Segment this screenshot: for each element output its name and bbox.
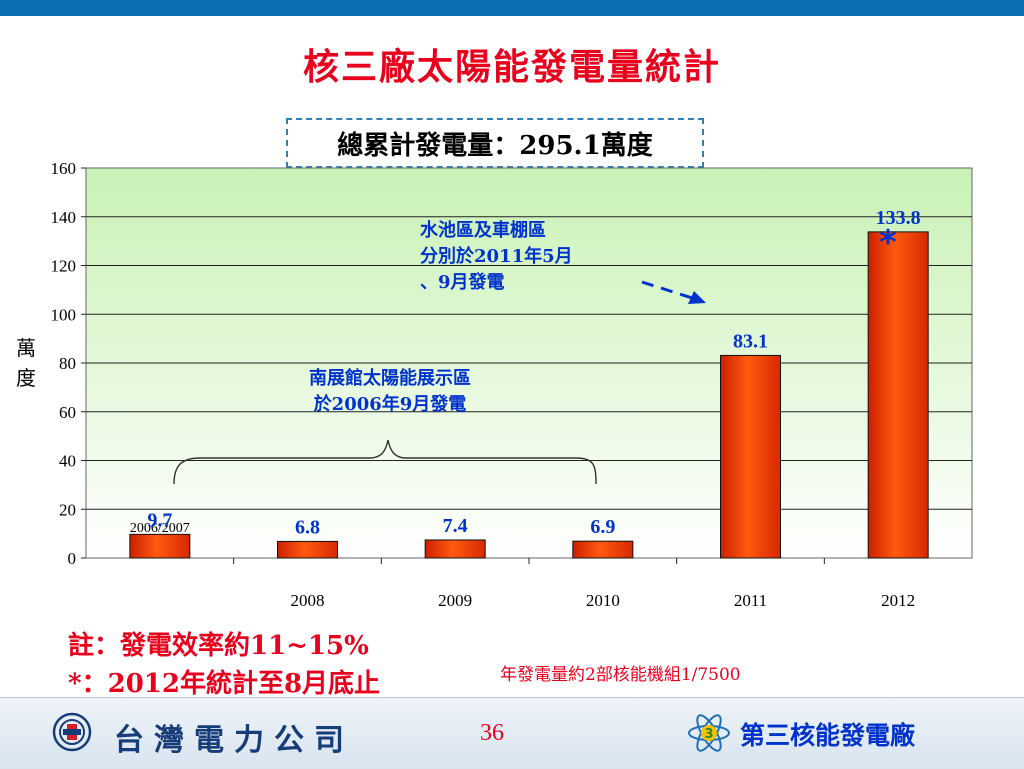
y-tick-label: 60	[59, 403, 76, 422]
bar-value-label: 9.7	[147, 509, 172, 531]
y-tick-label: 20	[59, 500, 76, 519]
y-tick-label: 100	[51, 305, 77, 324]
ratio-note: 年發電量約2部核能機組1/7500	[500, 665, 741, 685]
x-tick-label: 2006/2007	[130, 521, 190, 536]
bar	[277, 540, 338, 559]
y-tick-label: 80	[59, 354, 76, 373]
annotation-arrow-head	[688, 291, 706, 304]
x-tick-label: 2008	[291, 591, 325, 610]
annotation-pools-line: 、9月發電	[420, 272, 505, 293]
top-accent-bar	[0, 0, 1024, 16]
bar	[572, 540, 634, 559]
bar-value-labels: 9.7 6.8 7.4 6.9 83.1 133.8	[147, 207, 920, 539]
page-number: 36	[480, 720, 504, 746]
annotation-pools-line: 分別於2011年5月	[420, 246, 573, 267]
annotation-pools: 水池區及車棚區 分別於2011年5月 、9月發電	[420, 218, 650, 296]
bar-value-label: 6.8	[295, 516, 320, 538]
footer-bar	[0, 697, 1024, 769]
gridlines	[86, 216, 972, 510]
y-tick-label: 140	[51, 208, 77, 227]
slide-title: 核三廠太陽能發電量統計	[302, 46, 721, 88]
total-generation-box: 總累計發電量：295.1萬度	[286, 118, 704, 168]
bar-value-label: 7.4	[443, 515, 468, 537]
note-2012: *：2012年統計至8月底止	[68, 669, 381, 699]
y-axis-label: 萬度	[16, 336, 36, 390]
annotation-pools-line: 水池區及車棚區	[420, 220, 546, 241]
y-axis-ticks: 0 20 40 60 80 100 120 140 160	[51, 159, 86, 568]
y-tick-label: 120	[51, 257, 77, 276]
note-efficiency: 註：發電效率約11~15%	[68, 631, 369, 661]
asterisk-mark: *	[879, 223, 897, 263]
annotation-brace	[173, 439, 597, 485]
y-tick-label: 0	[68, 549, 77, 568]
y-axis-label-char: 萬	[16, 336, 36, 360]
annotation-arrow-line	[641, 280, 693, 300]
bar-value-label: 83.1	[733, 330, 768, 352]
annotation-hall-line: 南展館太陽能展示區	[309, 368, 471, 389]
plant-icon-number: 3	[704, 727, 713, 742]
x-tick-label: 2009	[438, 591, 472, 610]
bar	[720, 354, 781, 559]
annotation-exhibition-hall: 南展館太陽能展示區 於2006年9月發電	[240, 366, 540, 418]
x-axis-ticks: 2006/2007 2008 2009 2010 2011 2012	[130, 521, 915, 610]
plant-name: 第三核能發電廠	[740, 721, 916, 750]
x-tick-label: 2012	[881, 591, 915, 610]
taipower-logo-icon	[52, 712, 92, 752]
bar	[867, 231, 929, 559]
bars	[129, 231, 929, 559]
bar-value-label: 133.8	[876, 207, 921, 229]
company-name: 台灣電力公司	[114, 723, 354, 758]
bar-value-label: 6.9	[590, 516, 615, 538]
x-tick-label: 2011	[734, 591, 767, 610]
annotation-hall-line: 於2006年9月發電	[313, 394, 467, 415]
y-axis-label-char: 度	[16, 366, 36, 390]
y-tick-label: 160	[51, 159, 77, 178]
y-tick-label: 40	[59, 452, 76, 471]
atom-icon: 3	[688, 714, 730, 752]
bar	[424, 539, 486, 559]
bar	[129, 533, 191, 559]
x-tick-label: 2010	[586, 591, 620, 610]
